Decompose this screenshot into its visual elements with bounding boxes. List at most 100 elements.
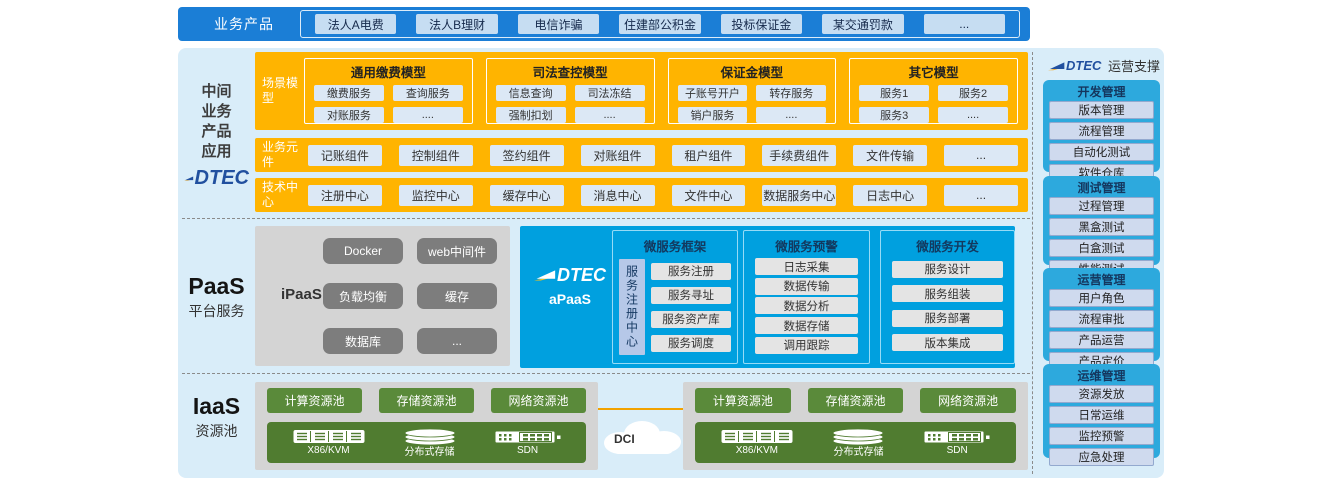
ipaas-chip: 负载均衡: [323, 283, 403, 309]
ops-chip: 流程审批: [1049, 310, 1154, 328]
service-chip: 销户服务: [677, 107, 748, 123]
apaas-label: aPaaS: [548, 291, 592, 307]
service-chip-more: ....: [574, 107, 645, 123]
ops-chip: 应急处理: [1049, 448, 1154, 466]
hw-label: SDN: [946, 444, 968, 456]
hw-label: 分布式存储: [833, 446, 884, 458]
tech-chip-more: ...: [944, 184, 1018, 206]
product-chip: 电信诈骗: [517, 14, 600, 34]
ipaas-chip: 缓存: [417, 283, 497, 309]
ops-section-maintenance: 运维管理 资源发放 日常运维 监控预警 应急处理: [1043, 364, 1160, 466]
ops-chip: 资源发放: [1049, 385, 1154, 403]
tech-center-label: 技术中心: [262, 180, 299, 209]
apaas-chip: 服务设计: [892, 260, 1003, 278]
microservice-alert-group: 微服务预警 日志采集 数据传输 数据分析 数据存储 调用跟踪: [743, 230, 870, 364]
apaas-chip: 版本集成: [892, 334, 1003, 352]
service-chip: 强制扣划: [495, 107, 566, 123]
dci-label: DCI: [614, 432, 635, 446]
component-chip: 记账组件: [308, 144, 382, 166]
service-chip: 转存服务: [756, 85, 827, 101]
service-registry-center: 服务注册中心: [619, 259, 645, 355]
ops-section-operation: 运营管理 用户角色 流程审批 产品运营 产品定价: [1043, 268, 1160, 370]
disk-stack-icon: [833, 428, 884, 445]
apaas-chip: 服务组装: [892, 285, 1003, 303]
tech-chip: 数据服务中心: [762, 184, 837, 206]
service-chip: 服务2: [938, 85, 1008, 101]
iaas-layer-label: IaaS 资源池: [192, 393, 241, 439]
dtec-logo: DTEC: [1048, 59, 1101, 72]
paas-layer-label: PaaS 平台服务: [188, 273, 245, 319]
business-component-row: 业务元件 记账组件 控制组件 签约组件 对账组件 租户组件 手续费组件 文件传输…: [255, 138, 1028, 172]
ops-chip: 流程管理: [1049, 122, 1154, 140]
dtec-swoosh-icon: [1048, 61, 1065, 70]
ops-chip: 用户角色: [1049, 289, 1154, 307]
apaas-chip: 数据存储: [755, 317, 858, 335]
apaas-chip: 日志采集: [755, 258, 858, 276]
pool-chip: 计算资源池: [695, 388, 791, 413]
ops-chip: 自动化测试: [1049, 143, 1154, 161]
ops-chip: 过程管理: [1049, 197, 1154, 215]
ops-section-test: 测试管理 过程管理 黑盒测试 白盒测试 性能测试: [1043, 176, 1160, 278]
ops-header: DTEC 运营支撑: [1048, 56, 1160, 75]
product-chip-more: ...: [923, 14, 1005, 34]
dtec-logo: DTEC: [184, 168, 249, 188]
service-chip: 信息查询: [495, 85, 566, 101]
model-box-payment: 通用缴费模型 缴费服务 查询服务 对账服务 ....: [304, 58, 473, 124]
network-switch-icon: [495, 431, 560, 442]
ops-support-label: 运营支撑: [1107, 59, 1160, 74]
ipaas-chip: Docker: [323, 238, 403, 264]
ipaas-box: iPaaS Docker web中间件 负载均衡 缓存 数据库 ...: [255, 226, 510, 366]
tech-center-row: 技术中心 注册中心 监控中心 缓存中心 消息中心 文件中心 数据服务中心 日志中…: [255, 178, 1028, 212]
ops-divider: [1032, 52, 1033, 474]
model-box-judicial: 司法查控模型 信息查询 司法冻结 强制扣划 ....: [485, 58, 655, 124]
ipaas-chip: web中间件: [417, 238, 497, 264]
tech-chip: 缓存中心: [489, 184, 564, 206]
business-products-label: 业务产品: [214, 16, 274, 32]
service-chip-more: ....: [756, 107, 827, 123]
business-component-label: 业务元件: [262, 140, 299, 169]
server-rack-icon: [721, 430, 793, 443]
dtec-swoosh-icon: [184, 175, 194, 181]
apaas-chip: 数据分析: [755, 297, 858, 315]
network-switch-icon: [924, 431, 990, 442]
ipaas-chip: 数据库: [323, 328, 403, 354]
layer-divider: [182, 373, 1030, 374]
dtec-logo: DTEC: [534, 266, 606, 284]
component-chip: 手续费组件: [762, 144, 837, 166]
product-chip: 法人A电费: [315, 14, 397, 34]
server-rack-icon: [293, 430, 364, 443]
component-chip: 文件传输: [853, 144, 928, 166]
component-chip: 对账组件: [580, 144, 655, 166]
apaas-chip: 数据传输: [755, 277, 858, 295]
tech-chip: 日志中心: [853, 184, 928, 206]
component-chip: 控制组件: [398, 144, 473, 166]
service-chip: 缴费服务: [314, 85, 384, 101]
apaas-chip: 服务调度: [651, 334, 731, 352]
apaas-box: DTEC aPaaS 微服务框架 服务注册中心 服务注册 服务寻址 服务资产库 …: [520, 226, 1015, 368]
pool-chip: 网络资源池: [920, 388, 1017, 413]
hw-label: X86/KVM: [307, 445, 350, 456]
service-chip: 子账号开户: [677, 85, 748, 101]
apaas-chip: 服务寻址: [651, 286, 731, 304]
business-products-container: 法人A电费 法人B理财 电信诈骗 住建部公积金 投标保证金 某交通罚款 ...: [300, 10, 1020, 38]
ops-chip: 白盒测试: [1049, 239, 1154, 257]
product-chip: 法人B理财: [416, 14, 498, 34]
apaas-chip: 服务注册: [651, 262, 731, 280]
main-panel: 中间 业务 产品 应用 DTEC 场景模型 通用缴费模型 缴费服务 查询服务 对…: [178, 48, 1164, 478]
layer-divider: [182, 218, 1030, 219]
dci-cloud: DCI: [600, 416, 684, 460]
service-chip: 查询服务: [392, 85, 463, 101]
ops-chip: 监控预警: [1049, 427, 1154, 445]
model-box-deposit: 保证金模型 子账号开户 转存服务 销户服务 ....: [667, 58, 837, 124]
pool-chip: 存储资源池: [807, 388, 904, 413]
service-chip: 司法冻结: [574, 85, 645, 101]
apaas-chip: 调用跟踪: [755, 336, 858, 354]
business-products-bar: 业务产品 法人A电费 法人B理财 电信诈骗 住建部公积金 投标保证金 某交通罚款…: [178, 7, 1030, 41]
service-chip: 服务1: [859, 85, 930, 101]
ops-chip: 日常运维: [1049, 406, 1154, 424]
scene-model-row: 场景模型 通用缴费模型 缴费服务 查询服务 对账服务 .... 司法查控模型 信…: [255, 52, 1028, 130]
product-chip: 投标保证金: [720, 14, 803, 34]
pool-chip: 网络资源池: [491, 388, 586, 413]
scene-model-label: 场景模型: [262, 76, 299, 105]
product-chip: 某交通罚款: [822, 14, 904, 34]
